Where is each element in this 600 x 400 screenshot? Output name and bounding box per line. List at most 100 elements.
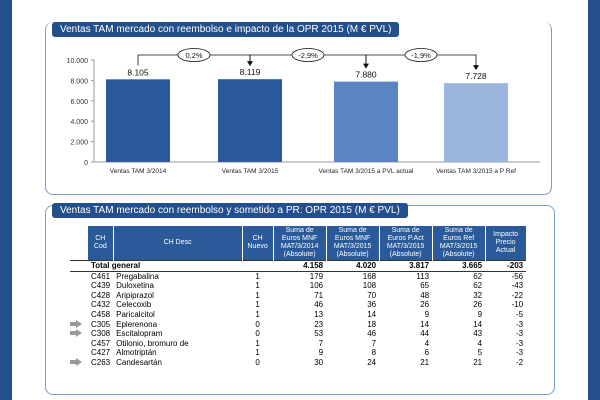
row-pref: 9 <box>477 309 483 319</box>
row-pact: 113 <box>416 271 430 281</box>
total-arrow-cell <box>70 260 88 272</box>
category-label: Ventas TAM 3/2015 <box>222 168 279 175</box>
row-cod: C263 <box>91 357 111 367</box>
y-tick-label: 2.000 <box>70 140 88 147</box>
header-mnf-2015: Suma de Euros MNF MAT/3/2015 (Absolute) <box>326 226 380 261</box>
table-row: C457 Otilonio, bromuro de 1 7 7 4 4 -3 <box>70 339 526 349</box>
bar <box>106 79 170 162</box>
total-mnf-2015: 4.020 <box>326 260 380 272</box>
header-desc: CH Desc <box>113 226 243 261</box>
total-impacto: -203 <box>485 260 527 272</box>
row-mnf-2014: 23 <box>314 319 324 329</box>
row-mnf-2015: 14 <box>367 309 377 319</box>
arrow-right-icon <box>70 319 82 328</box>
bar <box>334 81 398 162</box>
row-impacto: -22 <box>511 290 524 300</box>
row-pact: 9 <box>424 309 430 319</box>
row-desc: Escitalopram <box>116 329 163 339</box>
category-label: Ventas TAM 3/2014 <box>110 168 167 175</box>
row-nuevo: 1 <box>255 281 260 291</box>
row-impacto: -3 <box>516 348 524 358</box>
table-row: C432 Celecoxib 1 46 36 26 26 -10 <box>70 300 526 310</box>
row-pref: 62 <box>473 281 483 291</box>
header-impacto: Impacto Precio Actual <box>485 226 527 261</box>
row-cod: C305 <box>91 319 111 329</box>
row-arrow-cell <box>70 357 88 368</box>
row-nuevo: 0 <box>255 329 260 339</box>
row-impacto: -2 <box>516 357 524 367</box>
row-impacto: -56 <box>511 271 524 281</box>
table-row: C308 Escitalopram 0 53 46 44 43 -3 <box>70 329 526 339</box>
change-bubble <box>177 48 211 62</box>
y-tick-label: 4.000 <box>70 119 88 126</box>
row-arrow-cell <box>70 348 88 358</box>
row-pref: 26 <box>473 300 483 310</box>
row-arrow-cell <box>70 281 88 291</box>
row-desc: Aripiprazol <box>116 290 154 300</box>
row-nuevo: 1 <box>255 309 260 319</box>
row-impacto: -3 <box>516 338 524 348</box>
bar-value-label: 8.105 <box>127 67 149 77</box>
row-mnf-2014: 13 <box>314 309 324 319</box>
row-pref: 43 <box>473 329 483 339</box>
bar-value-label: 7.728 <box>465 71 487 81</box>
arrow-right-icon <box>70 329 82 338</box>
row-desc: Duloxetina <box>116 281 154 291</box>
total-pact: 3.817 <box>379 260 433 272</box>
row-mnf-2014: 106 <box>309 281 324 291</box>
bar <box>218 79 282 162</box>
row-cod: C427 <box>91 348 111 358</box>
row-pact: 48 <box>420 290 430 300</box>
row-cod: C432 <box>91 300 111 310</box>
row-mnf-2015: 18 <box>367 319 377 329</box>
row-pact: 65 <box>420 281 430 291</box>
bar-value-label: 7.880 <box>355 70 377 80</box>
row-mnf-2015: 168 <box>362 271 377 281</box>
change-bubble <box>291 48 325 62</box>
row-mnf-2015: 46 <box>367 329 377 339</box>
table-row: C427 Almotriptán 1 9 8 6 5 -3 <box>70 348 526 358</box>
change-arrowhead <box>473 65 479 71</box>
row-desc: Candesartán <box>116 357 162 367</box>
row-pref: 21 <box>473 357 483 367</box>
table-row: C305 Eplerenona 0 23 18 14 14 -3 <box>70 319 526 330</box>
change-label: 0,2% <box>185 51 202 60</box>
row-desc: Otilonio, bromuro de <box>116 338 189 348</box>
row-nuevo: 1 <box>255 271 260 281</box>
row-desc: Eplerenona <box>116 319 158 329</box>
row-nuevo: 0 <box>255 319 260 329</box>
row-pref: 62 <box>473 271 483 281</box>
row-mnf-2014: 9 <box>318 348 324 358</box>
table-row: C263 Candesartán 0 30 24 21 21 -2 <box>70 357 526 368</box>
row-mnf-2014: 46 <box>314 300 324 310</box>
row-impacto: -3 <box>516 329 524 339</box>
row-pact: 26 <box>420 300 430 310</box>
arrow-right-icon <box>70 357 82 366</box>
row-impacto: -3 <box>516 319 524 329</box>
table-row: C428 Aripiprazol 1 71 70 48 32 -22 <box>70 291 526 301</box>
row-desc: Pregabalina <box>116 271 159 281</box>
row-mnf-2014: 53 <box>314 329 324 339</box>
row-pact: 4 <box>424 338 430 348</box>
y-tick-label: 10.000 <box>67 58 89 65</box>
row-nuevo: 1 <box>255 290 260 300</box>
y-tick-label: 0 <box>84 160 88 167</box>
row-mnf-2014: 71 <box>314 290 324 300</box>
table-row: C439 Duloxetina 1 106 108 65 62 -43 <box>70 281 526 291</box>
row-arrow-cell <box>70 329 88 339</box>
row-pact: 14 <box>420 319 430 329</box>
row-arrow-cell <box>70 339 88 349</box>
row-nuevo: 0 <box>255 357 260 367</box>
row-cod: C461 <box>91 271 111 281</box>
row-pact: 6 <box>424 348 430 358</box>
table-header-row: CH Cod CH Desc CH Nuevo Suma de Euros MN… <box>70 226 527 261</box>
row-cod: C439 <box>91 281 111 291</box>
bar-chart: 0 2.000 4.000 6.000 8.000 10.000 8.105 Ventas … <box>67 48 540 175</box>
row-pact: 44 <box>420 329 430 339</box>
total-mnf-2014: 4.158 <box>273 260 327 272</box>
total-label: Total general <box>88 260 243 272</box>
row-impacto: -43 <box>511 281 524 291</box>
row-impacto: -10 <box>511 300 524 310</box>
header-mnf-2014: Suma de Euros MNF MAT/3/2014 (Absolute) <box>273 226 327 261</box>
y-tick-label: 8.000 <box>70 78 88 85</box>
